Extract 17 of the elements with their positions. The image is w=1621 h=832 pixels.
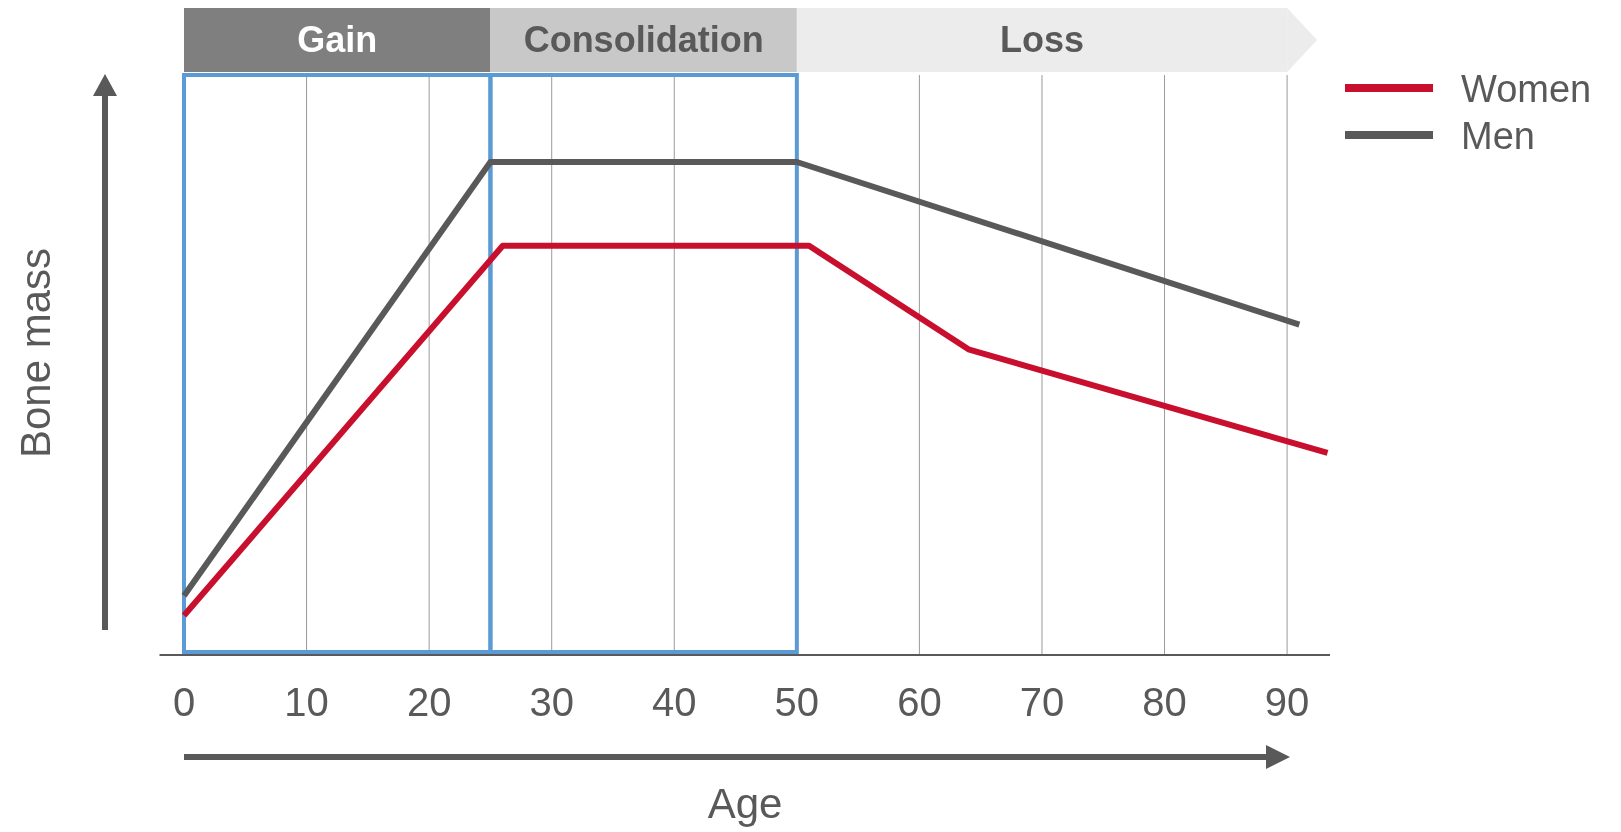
x-axis-title: Age bbox=[707, 780, 783, 827]
legend-label: Men bbox=[1461, 115, 1535, 157]
x-tick-label: 80 bbox=[1142, 680, 1187, 724]
x-tick-label: 50 bbox=[774, 680, 820, 724]
band-label: Loss bbox=[999, 19, 1084, 60]
band-label: Gain bbox=[297, 19, 378, 60]
y-axis-title: Bone mass bbox=[12, 247, 59, 459]
x-tick-label: 20 bbox=[406, 680, 452, 724]
x-tick-label: 60 bbox=[897, 680, 942, 724]
legend-label: Women bbox=[1461, 68, 1592, 110]
x-tick-label: 90 bbox=[1264, 680, 1310, 724]
band-label: Consolidation bbox=[523, 19, 764, 60]
x-tick-label: 70 bbox=[1019, 680, 1065, 724]
x-tick-label: 30 bbox=[529, 680, 574, 724]
x-tick-label: 40 bbox=[652, 680, 697, 724]
x-tick-label: 10 bbox=[284, 680, 329, 724]
x-tick-label: 0 bbox=[172, 680, 196, 724]
